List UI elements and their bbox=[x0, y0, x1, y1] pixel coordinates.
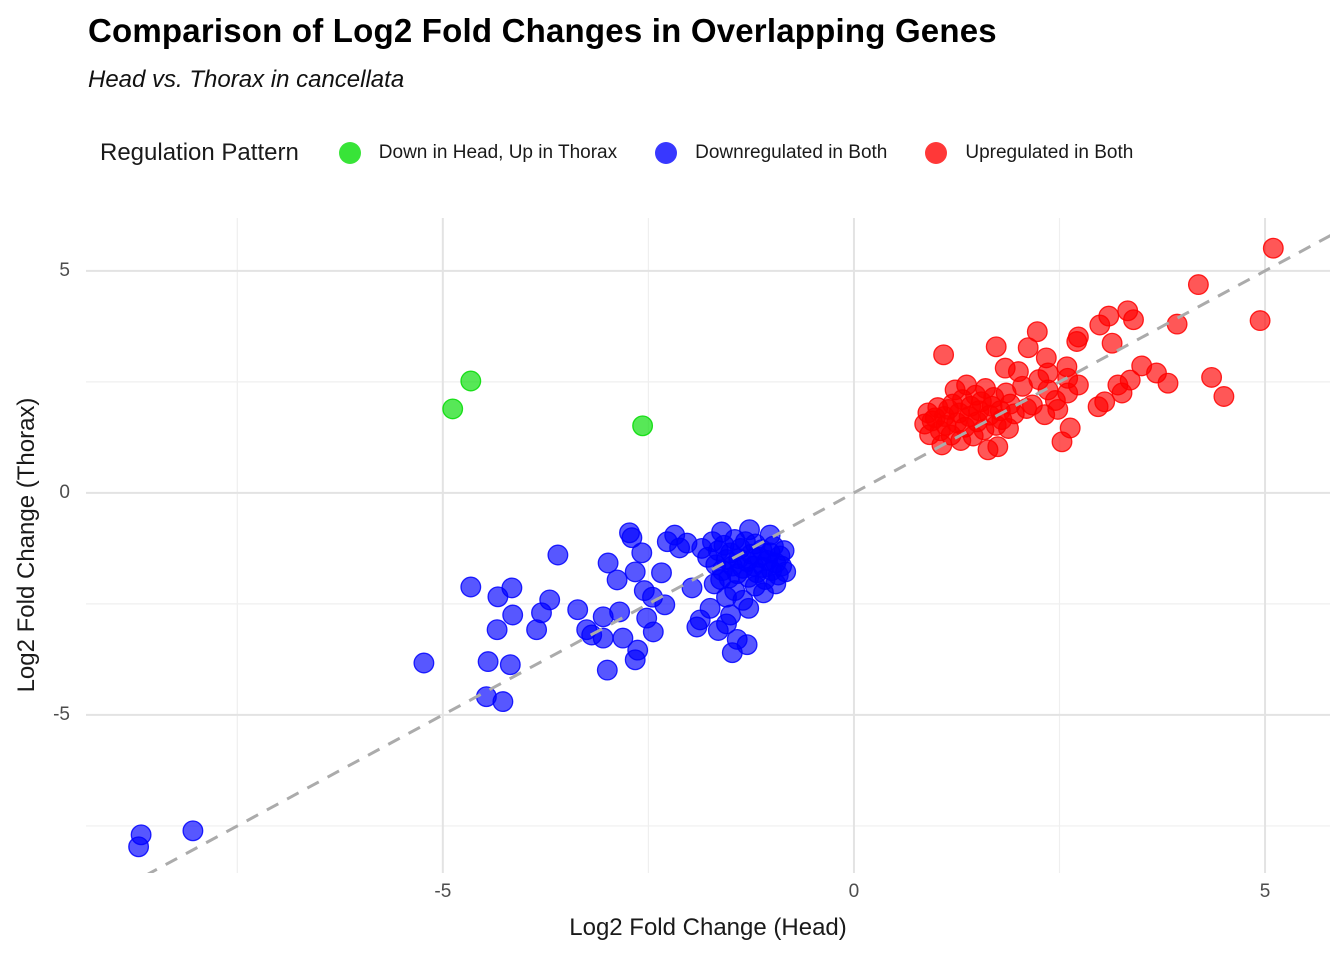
x-axis-title: Log2 Fold Change (Head) bbox=[569, 914, 847, 941]
legend-item: Downregulated in Both bbox=[655, 142, 887, 164]
data-point bbox=[1067, 326, 1089, 348]
data-point bbox=[547, 544, 569, 566]
legend-items: Down in Head, Up in Thorax Downregulated … bbox=[338, 142, 1133, 164]
data-point bbox=[460, 370, 482, 392]
data-point bbox=[182, 820, 204, 842]
data-point bbox=[1101, 332, 1123, 354]
data-point bbox=[1213, 386, 1235, 407]
data-point bbox=[1026, 321, 1048, 343]
data-point bbox=[1187, 274, 1209, 296]
legend-item: Upregulated in Both bbox=[925, 142, 1133, 164]
data-point bbox=[987, 436, 1009, 458]
data-point bbox=[1057, 382, 1079, 404]
data-point bbox=[1249, 310, 1271, 332]
data-point bbox=[606, 569, 628, 591]
legend-item: Down in Head, Up in Thorax bbox=[338, 142, 618, 164]
legend-marker-dot-icon bbox=[925, 142, 948, 164]
x-tick-label: 0 bbox=[848, 881, 860, 902]
scatter-plot-svg bbox=[86, 218, 1330, 873]
legend-item-label: Upregulated in Both bbox=[965, 142, 1134, 163]
identity-dashed-line bbox=[146, 234, 1330, 873]
data-point bbox=[621, 527, 643, 549]
data-point bbox=[492, 691, 514, 713]
page-subtitle: Head vs. Thorax in cancellata bbox=[88, 66, 405, 93]
data-point bbox=[413, 652, 435, 674]
data-point bbox=[681, 577, 703, 599]
legend-item-label: Down in Head, Up in Thorax bbox=[378, 142, 618, 163]
data-point bbox=[1098, 305, 1120, 327]
data-point bbox=[1047, 398, 1069, 420]
y-tick-label: -5 bbox=[53, 703, 70, 725]
data-point bbox=[933, 344, 955, 366]
data-point bbox=[597, 552, 619, 574]
series-points bbox=[128, 519, 797, 858]
data-point bbox=[501, 577, 523, 599]
data-point bbox=[612, 627, 634, 649]
y-tick-label: 5 bbox=[59, 259, 70, 281]
legend: Regulation Pattern Down in Head, Up in T… bbox=[100, 134, 1133, 172]
legend-item-label: Downregulated in Both bbox=[695, 142, 888, 163]
data-point bbox=[720, 604, 742, 626]
legend-marker-dot-icon bbox=[338, 142, 361, 164]
page-title: Comparison of Log2 Fold Changes in Overl… bbox=[88, 12, 997, 49]
data-point bbox=[442, 398, 464, 420]
data-point bbox=[499, 654, 521, 676]
legend-title: Regulation Pattern bbox=[100, 139, 299, 166]
y-axis-title: Log2 Fold Change (Thorax) bbox=[13, 397, 40, 693]
data-point bbox=[627, 639, 649, 661]
data-point bbox=[651, 562, 672, 584]
data-point bbox=[738, 597, 760, 619]
data-point bbox=[632, 415, 654, 437]
data-point bbox=[642, 621, 664, 643]
data-point bbox=[1051, 431, 1073, 453]
y-tick-label: 0 bbox=[59, 481, 70, 503]
grid-major bbox=[86, 218, 1330, 873]
data-point bbox=[1262, 237, 1284, 259]
data-point bbox=[775, 561, 797, 583]
data-point bbox=[1017, 337, 1039, 359]
series-points bbox=[914, 237, 1284, 461]
data-point bbox=[567, 599, 589, 621]
data-point bbox=[539, 589, 561, 611]
data-point bbox=[1087, 396, 1109, 418]
data-point bbox=[1111, 382, 1133, 404]
legend-marker-dot-icon bbox=[655, 142, 678, 164]
data-point bbox=[486, 619, 508, 641]
data-point bbox=[596, 659, 618, 681]
x-tick-label: -5 bbox=[434, 881, 452, 902]
plot-panel bbox=[86, 218, 1330, 873]
data-point bbox=[985, 336, 1007, 358]
data-point bbox=[624, 561, 646, 583]
data-point bbox=[1157, 372, 1179, 394]
data-point bbox=[1123, 309, 1144, 331]
series-points bbox=[442, 370, 654, 437]
data-point bbox=[654, 594, 676, 616]
data-point bbox=[736, 634, 758, 656]
data-point bbox=[477, 651, 499, 673]
data-point bbox=[502, 604, 524, 626]
data-point bbox=[699, 597, 721, 619]
x-tick-label: 5 bbox=[1259, 881, 1271, 902]
data-point bbox=[1201, 366, 1223, 388]
data-point bbox=[130, 824, 152, 846]
data-point bbox=[460, 576, 482, 598]
data-point bbox=[609, 601, 631, 623]
data-point bbox=[773, 540, 795, 562]
data-point bbox=[631, 542, 653, 564]
